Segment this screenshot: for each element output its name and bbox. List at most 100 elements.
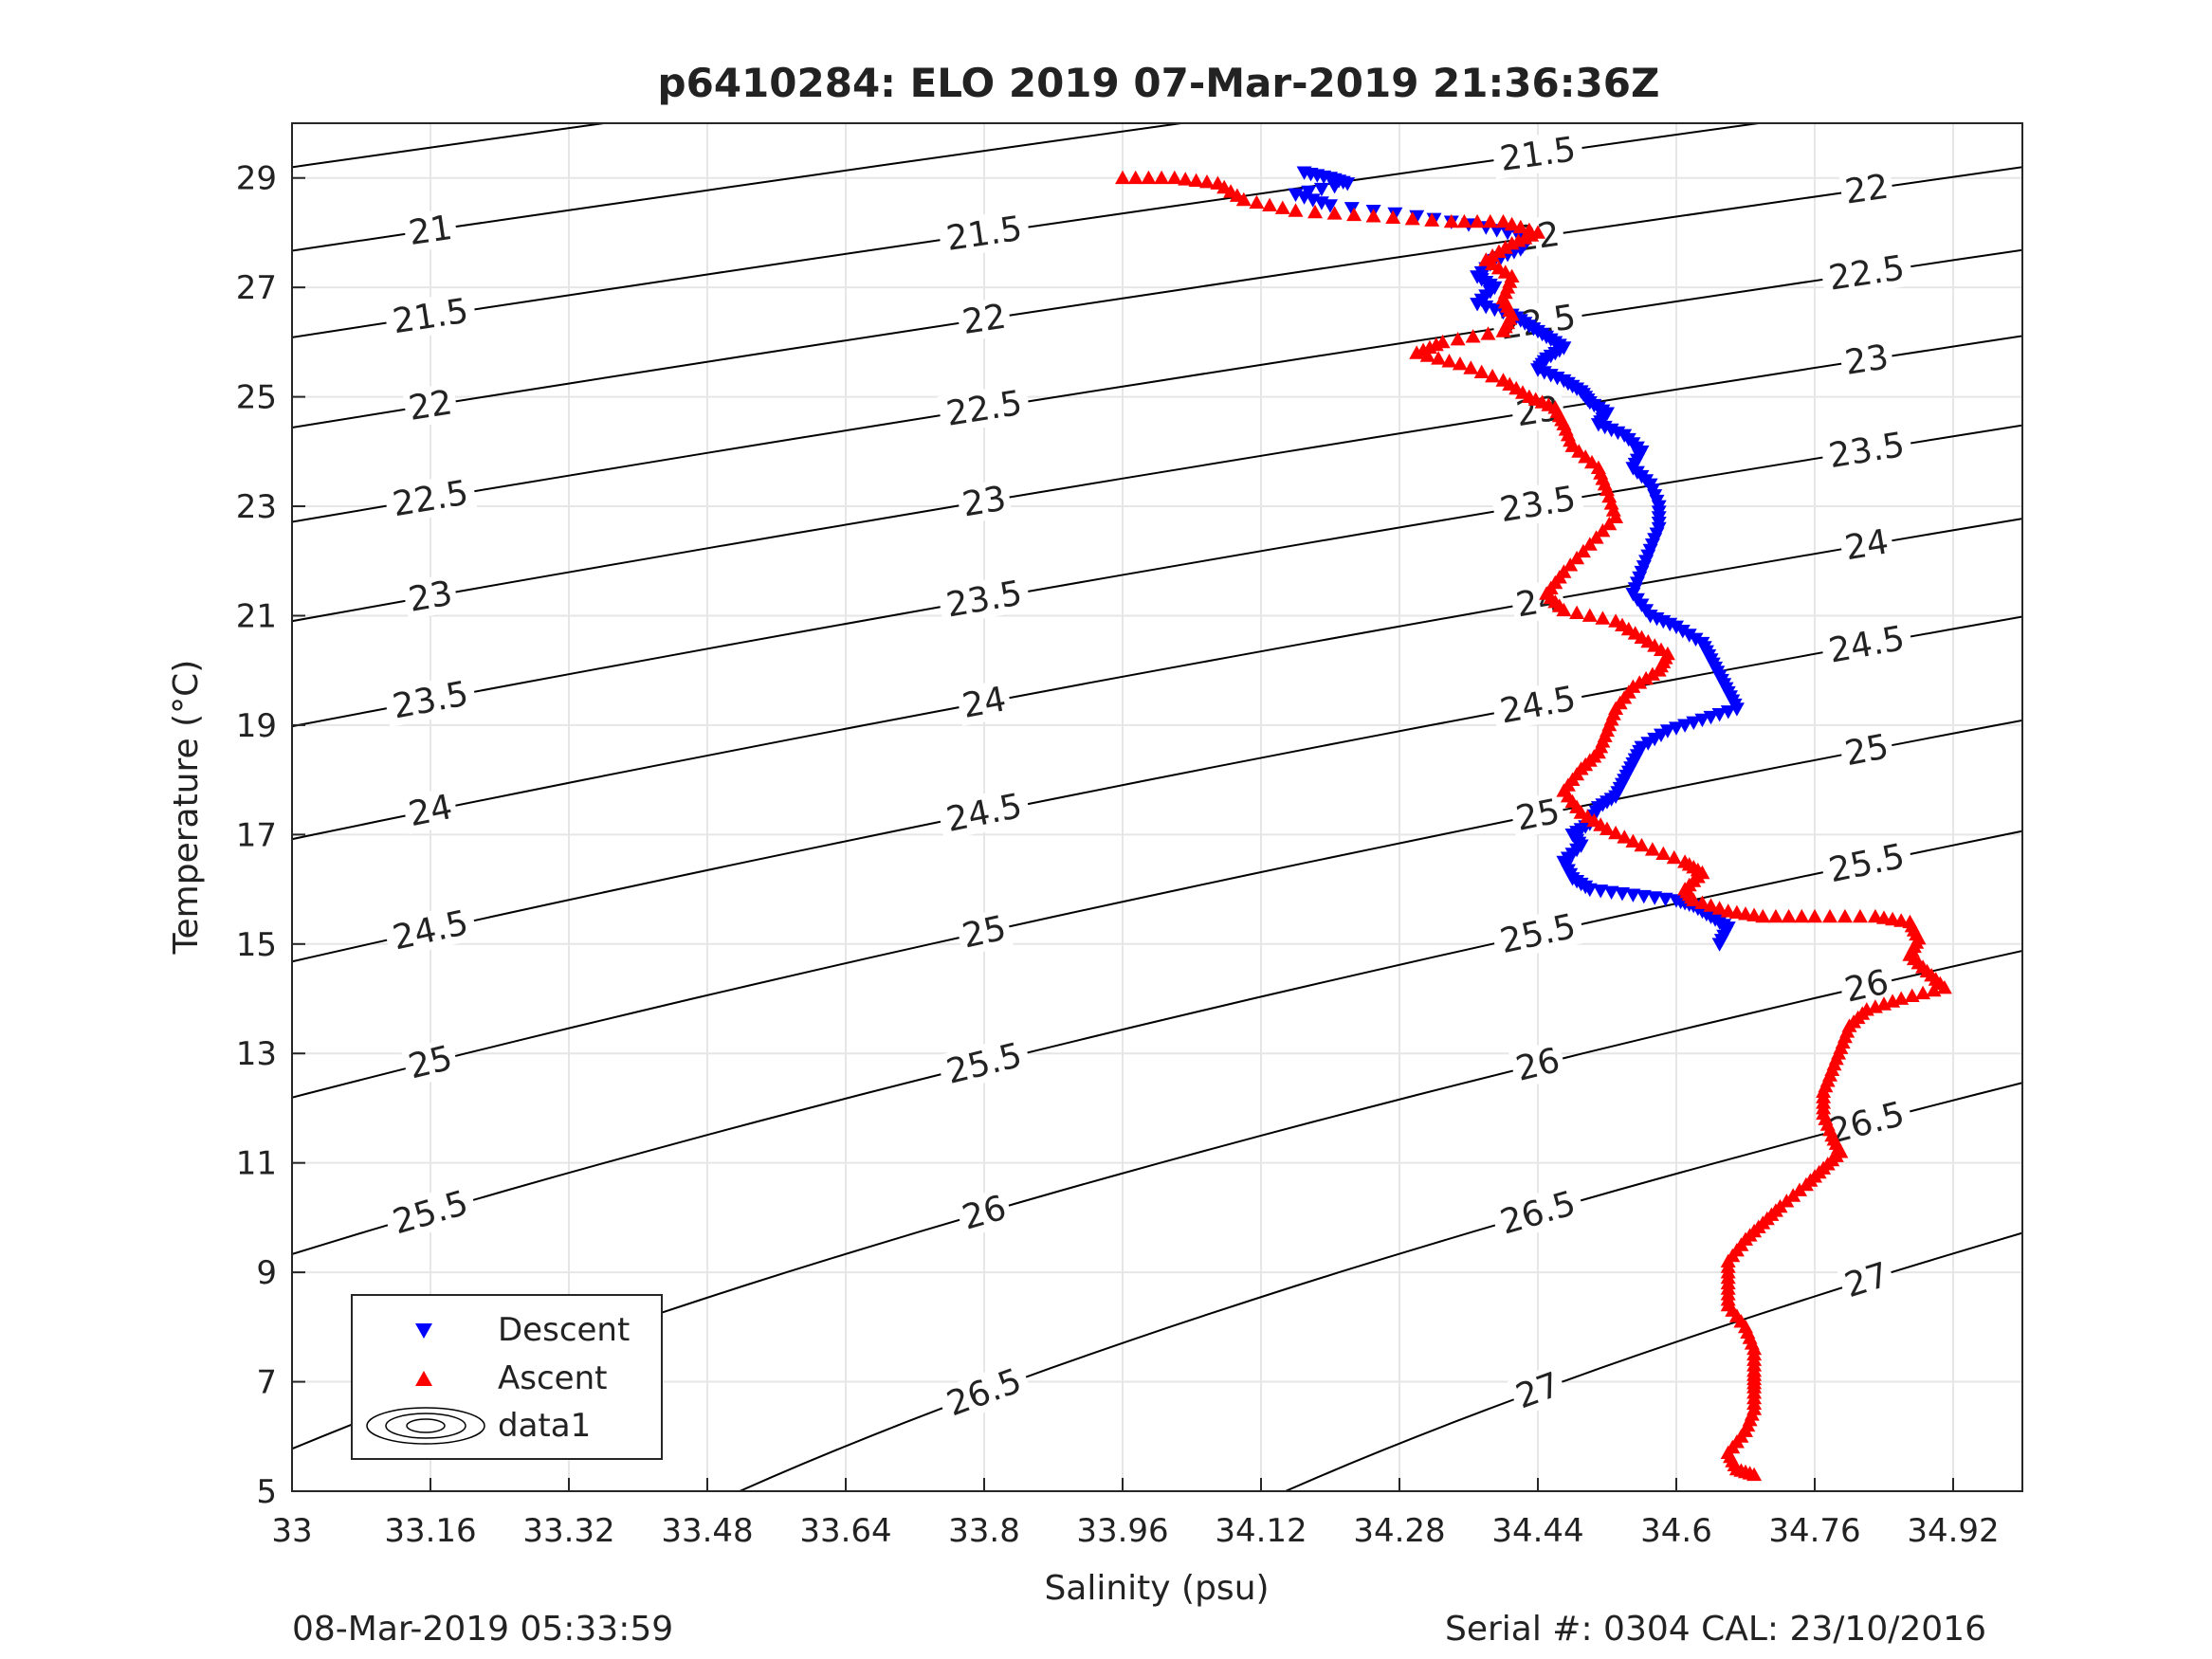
density-contour-label-text: 23 — [960, 479, 1009, 524]
ascent-point — [1584, 454, 1600, 469]
density-contour-line — [737, 1082, 2022, 1491]
ascent-point — [1419, 348, 1435, 362]
descent-point — [1681, 629, 1697, 643]
descent-point — [1640, 737, 1656, 751]
density-contour-label-bg — [401, 573, 460, 620]
density-contour-label-text: 22 — [1842, 168, 1891, 212]
density-contour-label-bg — [400, 1037, 461, 1087]
density-contour-label-bg — [382, 902, 479, 958]
ascent-point — [1166, 170, 1182, 185]
legend-data1-label: data1 — [498, 1407, 591, 1445]
ascent-point — [1595, 523, 1611, 538]
ascent-point — [1711, 901, 1728, 915]
ascent-point — [1904, 988, 1920, 1002]
ascent-point — [1686, 892, 1702, 906]
ascent-point — [1601, 516, 1618, 531]
descent-point — [1326, 180, 1343, 194]
ascent-point — [1926, 982, 1942, 997]
ascent-point — [1409, 345, 1425, 359]
y-tick-label: 11 — [236, 1145, 277, 1183]
ascent-point — [1346, 207, 1362, 222]
density-contour-label-bg — [1837, 961, 1896, 1011]
ascent-point — [1852, 908, 1868, 923]
ascent-point — [1288, 203, 1304, 217]
x-tick-label: 34.92 — [1907, 1512, 1999, 1550]
ascent-point — [1746, 1467, 1763, 1482]
descent-point — [1615, 887, 1630, 902]
density-contour-label: 24 — [401, 787, 460, 834]
density-contour-label-bg — [956, 478, 1013, 525]
y-tick-label: 9 — [256, 1254, 277, 1292]
ascent-point — [1365, 209, 1381, 223]
descent-point — [1581, 883, 1598, 898]
ascent-point — [1235, 191, 1252, 207]
ascent-point — [1262, 197, 1278, 211]
density-contour-label: 25 — [955, 907, 1014, 957]
descent-point — [1647, 891, 1663, 905]
ascent-point — [1495, 213, 1511, 228]
descent-point — [1657, 892, 1673, 907]
ascent-point — [1569, 550, 1585, 565]
density-contour-label: 25 — [400, 1037, 461, 1087]
ascent-point — [1581, 537, 1598, 551]
legend-descent-label: Descent — [498, 1311, 630, 1349]
density-contour-label-bg — [383, 673, 478, 727]
ascent-point — [1385, 210, 1401, 224]
ascent-point — [1441, 354, 1457, 368]
legend-contour-icon — [366, 1407, 485, 1445]
ascent-point — [1404, 211, 1420, 226]
ascent-point — [1470, 213, 1486, 228]
density-contour-label-bg — [1837, 726, 1896, 774]
ascent-point — [1600, 821, 1615, 835]
ascent-point — [1154, 170, 1170, 185]
density-contour-label-bg — [1490, 478, 1585, 531]
ascent-point — [1578, 449, 1594, 464]
ascent-point — [1504, 216, 1520, 231]
density-contour-label: 24 — [1837, 521, 1895, 568]
plot-frame — [291, 122, 2023, 1492]
ascent-point — [1798, 1176, 1814, 1192]
legend-ascent-marker-icon — [415, 1371, 432, 1386]
y-tick-label: 21 — [236, 597, 277, 635]
density-contour-label-bg — [937, 208, 1032, 259]
density-contour-line — [292, 166, 2022, 429]
density-contour-line — [292, 123, 1765, 338]
descent-point — [1711, 938, 1728, 952]
descent-point — [1344, 202, 1360, 216]
density-contour-label-bg — [1819, 1092, 1915, 1153]
y-tick-label: 25 — [236, 379, 277, 417]
density-contour-label-bg — [955, 679, 1014, 726]
density-contour-label-bg — [1508, 791, 1567, 839]
ascent-point — [1807, 908, 1822, 923]
density-contour-label-bg — [955, 907, 1014, 957]
descent-point — [1323, 199, 1338, 213]
density-contour-label: 24.5 — [936, 785, 1033, 841]
ascent-point — [1666, 849, 1682, 865]
density-contour-label: 23 — [1838, 337, 1895, 383]
density-contour-label-bg — [1838, 337, 1895, 383]
density-contour-label-text: 25 — [1842, 727, 1892, 774]
y-tick-label: 23 — [236, 488, 277, 526]
x-tick-label: 34.28 — [1353, 1512, 1445, 1550]
ascent-point — [1326, 206, 1343, 220]
ascent-point — [1115, 170, 1130, 185]
ascent-point — [1452, 356, 1468, 371]
density-contour-label-bg — [1838, 166, 1895, 212]
ascent-point — [1634, 837, 1650, 852]
density-contour-label-text: 22 — [960, 298, 1008, 342]
density-contour-label: 22 — [1838, 166, 1895, 212]
descent-point — [1647, 732, 1663, 747]
density-contour-label-bg — [1507, 1363, 1569, 1417]
density-contour-label: 25 — [1508, 791, 1567, 839]
ascent-point — [1915, 985, 1931, 1000]
ascent-point — [1495, 323, 1511, 337]
ascent-point — [1785, 1188, 1801, 1202]
density-contour-label-text: 25 — [1513, 793, 1563, 839]
legend-ascent-label: Ascent — [498, 1359, 607, 1397]
density-contour-line — [292, 248, 2022, 523]
density-contour-label-bg — [402, 382, 459, 428]
density-contour-label-bg — [937, 573, 1032, 626]
density-contour-label-text: 23 — [406, 574, 455, 620]
density-contour-line — [292, 949, 2022, 1450]
